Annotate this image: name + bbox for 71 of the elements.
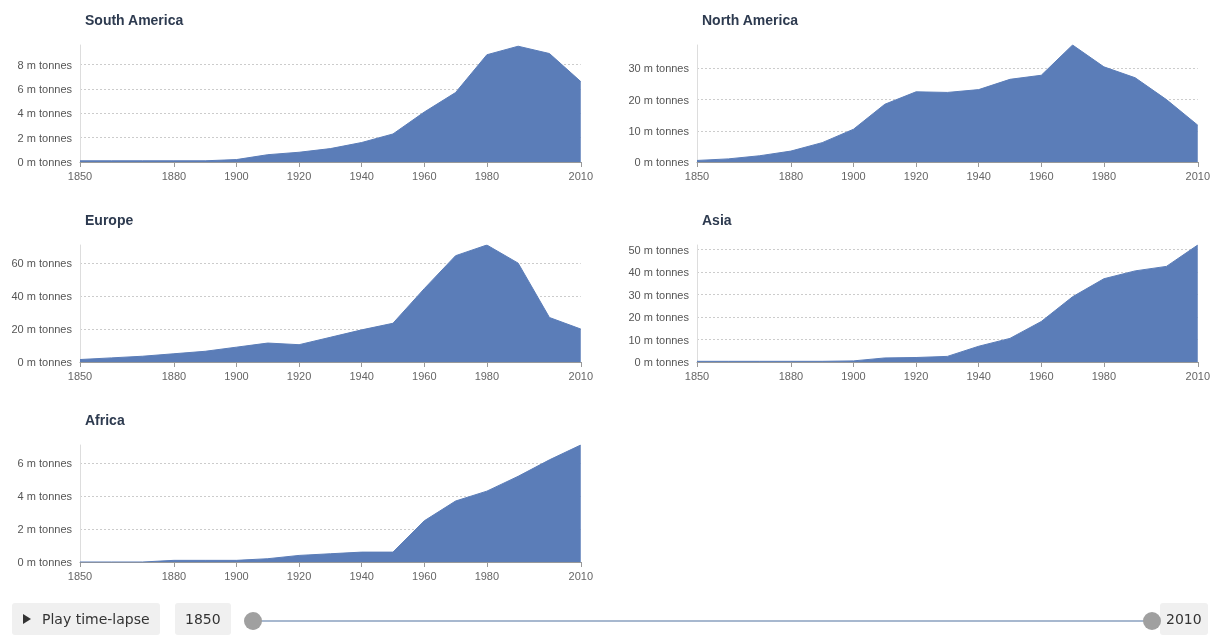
chart-title: Africa [85, 412, 125, 428]
x-tick-label: 1980 [474, 169, 500, 182]
chart-title: North America [702, 12, 799, 28]
chart-title: South America [85, 12, 184, 28]
y-tick-label: 4 m tonnes [17, 490, 73, 503]
x-tick-label: 1920 [286, 369, 312, 382]
y-tick-label: 60 m tonnes [11, 257, 73, 270]
y-tick-label: 6 m tonnes [17, 457, 73, 470]
y-tick-label: 20 m tonnes [628, 311, 690, 323]
y-tick-label: 10 m tonnes [628, 333, 690, 346]
x-tick-label: 1960 [1029, 169, 1054, 182]
y-tick-label: 0 m tonnes [17, 356, 73, 368]
x-tick-label: 1900 [224, 569, 249, 582]
x-tick-label: 1940 [349, 169, 374, 182]
chart-title: Europe [85, 212, 134, 228]
x-tick-label: 1980 [1091, 369, 1117, 382]
x-tick-label: 1960 [412, 569, 437, 582]
x-tick-label: 1850 [67, 169, 93, 182]
y-tick-label: 0 m tonnes [634, 356, 690, 368]
y-tick-label: 20 m tonnes [11, 323, 73, 336]
x-tick-label: 2010 [1185, 169, 1211, 182]
y-tick-label: 2 m tonnes [17, 131, 73, 144]
x-tick-label: 1850 [684, 369, 710, 382]
x-tick-label: 1880 [778, 369, 804, 382]
x-tick-label: 1900 [224, 169, 249, 182]
x-tick-label: 2010 [568, 569, 594, 582]
text: Play time-lapse [42, 611, 150, 627]
x-tick-label: 2010 [568, 369, 594, 382]
text: 2010 [1160, 603, 1208, 635]
x-tick-label: 1850 [67, 569, 93, 582]
x-tick-label: 1880 [161, 569, 187, 582]
x-tick-label: 2010 [1185, 369, 1211, 382]
x-tick-label: 1880 [778, 169, 804, 182]
x-tick-label: 1960 [412, 369, 437, 382]
y-tick-label: 0 m tonnes [17, 156, 73, 168]
y-tick-label: 0 m tonnes [634, 156, 690, 168]
y-tick-label: 4 m tonnes [17, 107, 73, 120]
x-tick-label: 1940 [966, 369, 991, 382]
y-tick-label: 50 m tonnes [628, 243, 690, 256]
y-tick-label: 30 m tonnes [628, 62, 690, 75]
x-tick-label: 1940 [349, 369, 374, 382]
y-tick-label: 40 m tonnes [628, 266, 690, 278]
x-tick-label: 1880 [161, 169, 187, 182]
x-tick-label: 1940 [966, 169, 991, 182]
x-tick-label: 1980 [474, 569, 500, 582]
y-tick-label: 8 m tonnes [17, 58, 73, 71]
x-tick-label: 1960 [412, 169, 437, 182]
y-tick-label: 0 m tonnes [17, 556, 73, 568]
x-tick-label: 1920 [286, 569, 312, 582]
x-tick-label: 1980 [474, 369, 500, 382]
x-tick-label: 2010 [568, 169, 594, 182]
chart-title: Asia [702, 212, 732, 228]
x-tick-label: 1960 [1029, 369, 1054, 382]
x-tick-label: 1920 [286, 169, 312, 182]
y-tick-label: 40 m tonnes [11, 290, 73, 303]
x-tick-label: 1850 [684, 169, 710, 182]
x-tick-label: 1920 [903, 369, 929, 382]
x-tick-label: 1880 [161, 369, 187, 382]
x-tick-label: 1920 [903, 169, 929, 182]
y-tick-label: 6 m tonnes [17, 82, 73, 95]
x-tick-label: 1900 [224, 369, 249, 382]
x-tick-label: 1980 [1091, 169, 1117, 182]
x-tick-label: 1900 [841, 369, 866, 382]
x-tick-label: 1940 [349, 569, 374, 582]
y-tick-label: 20 m tonnes [628, 93, 690, 106]
y-tick-label: 10 m tonnes [628, 124, 690, 137]
x-tick-label: 1850 [67, 369, 93, 382]
x-tick-label: 1900 [841, 169, 866, 182]
y-tick-label: 2 m tonnes [17, 523, 73, 536]
text: 1850 [175, 603, 231, 635]
y-tick-label: 30 m tonnes [628, 288, 690, 301]
